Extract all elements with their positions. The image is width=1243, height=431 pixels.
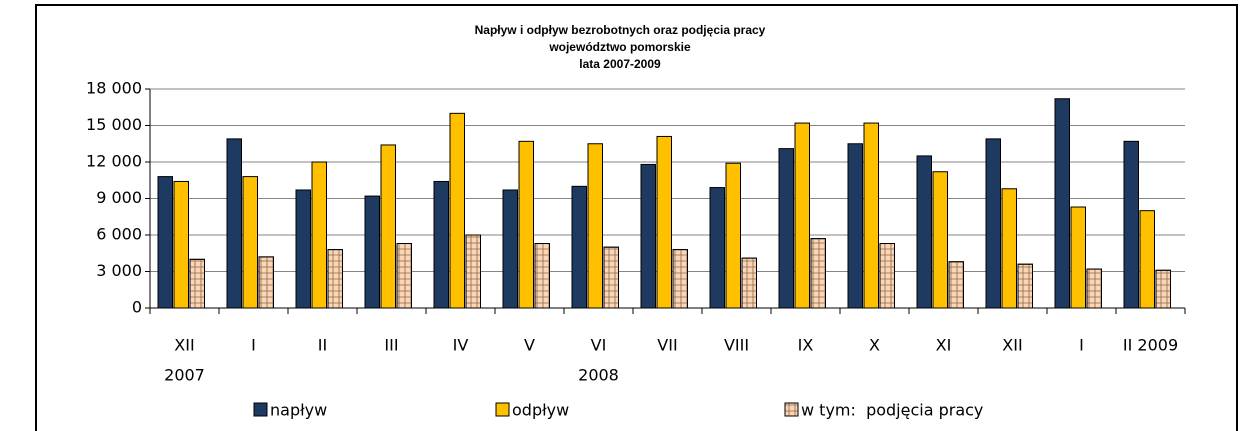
bar	[1054, 98, 1070, 309]
bar-hatch	[396, 243, 412, 309]
legend-swatch-hatch	[784, 402, 799, 417]
legend-swatch	[253, 402, 268, 417]
legend-label: odpływ	[512, 401, 569, 420]
y-tick-label: 0	[132, 298, 142, 317]
legend-label: w tym: podjęcia pracy	[801, 401, 983, 420]
bar-hatch	[810, 238, 826, 309]
bar	[640, 163, 656, 309]
x-tick-label: IX	[798, 336, 814, 355]
bar	[502, 189, 518, 309]
bar	[656, 135, 672, 309]
bar	[242, 176, 258, 309]
bar-hatch	[534, 243, 550, 309]
bar	[364, 195, 380, 309]
bar	[1139, 210, 1155, 309]
x-tick-label: III	[384, 336, 398, 355]
bar	[778, 148, 794, 309]
bar-hatch	[672, 249, 688, 309]
bar-hatch	[741, 257, 757, 309]
y-tick-label: 18 000	[86, 79, 142, 98]
x-tick-label: II	[318, 336, 327, 355]
bar-hatch	[603, 246, 619, 309]
bar	[449, 112, 465, 309]
chart-subtitle: województwo pomorskie	[548, 40, 691, 54]
x-tick-label: I	[251, 336, 256, 355]
bar	[847, 143, 863, 309]
bar	[380, 144, 396, 309]
x-tick-label: VII	[657, 336, 677, 355]
bar	[794, 122, 810, 309]
bar	[226, 138, 242, 309]
bar-hatch	[465, 234, 481, 309]
bar	[587, 143, 603, 309]
x-tick-label: VIII	[724, 336, 749, 355]
bar-hatch	[327, 249, 343, 309]
bar	[157, 176, 173, 309]
y-tick-label: 15 000	[86, 115, 142, 134]
y-tick-label: 9 000	[96, 188, 142, 207]
x-tick-label: II 2009	[1123, 336, 1178, 355]
bar	[725, 162, 741, 309]
bar-hatch	[1086, 268, 1102, 309]
bar	[863, 122, 879, 309]
bar	[1070, 206, 1086, 309]
x-tick-label: VI	[591, 336, 607, 355]
x-tick-label: XII	[174, 336, 194, 355]
y-tick-label: 6 000	[96, 225, 142, 244]
bar	[571, 185, 587, 309]
bar	[1001, 188, 1017, 309]
legend-label: napływ	[270, 401, 327, 420]
y-tick-label: 12 000	[86, 152, 142, 171]
chart-subtitle: lata 2007-2009	[579, 57, 661, 71]
bar	[985, 138, 1001, 309]
chart-title: Napływ i odpływ bezrobotnych oraz podjęc…	[475, 23, 766, 37]
x-tick-label: IV	[453, 336, 469, 355]
x-group-label: 2007	[164, 366, 205, 385]
bar	[916, 155, 932, 309]
bar-hatch	[1155, 269, 1171, 309]
bar-hatch	[879, 243, 895, 309]
x-tick-label: I	[1079, 336, 1084, 355]
bar	[173, 180, 189, 309]
bar	[295, 189, 311, 309]
x-tick-label: V	[524, 336, 535, 355]
bar	[932, 171, 948, 309]
bar-hatch	[948, 261, 964, 309]
x-tick-label: XI	[936, 336, 952, 355]
legend-swatch	[495, 402, 510, 417]
bar	[709, 187, 725, 309]
bar-hatch	[1017, 263, 1033, 309]
bar-hatch	[189, 258, 205, 309]
x-tick-label: X	[869, 336, 880, 355]
bar-hatch	[258, 256, 274, 309]
bar	[1123, 140, 1139, 309]
bar	[518, 140, 534, 309]
bar	[433, 180, 449, 309]
bar	[311, 161, 327, 309]
x-group-label: 2008	[578, 366, 619, 385]
y-tick-label: 3 000	[96, 261, 142, 280]
x-tick-label: XII	[1002, 336, 1022, 355]
